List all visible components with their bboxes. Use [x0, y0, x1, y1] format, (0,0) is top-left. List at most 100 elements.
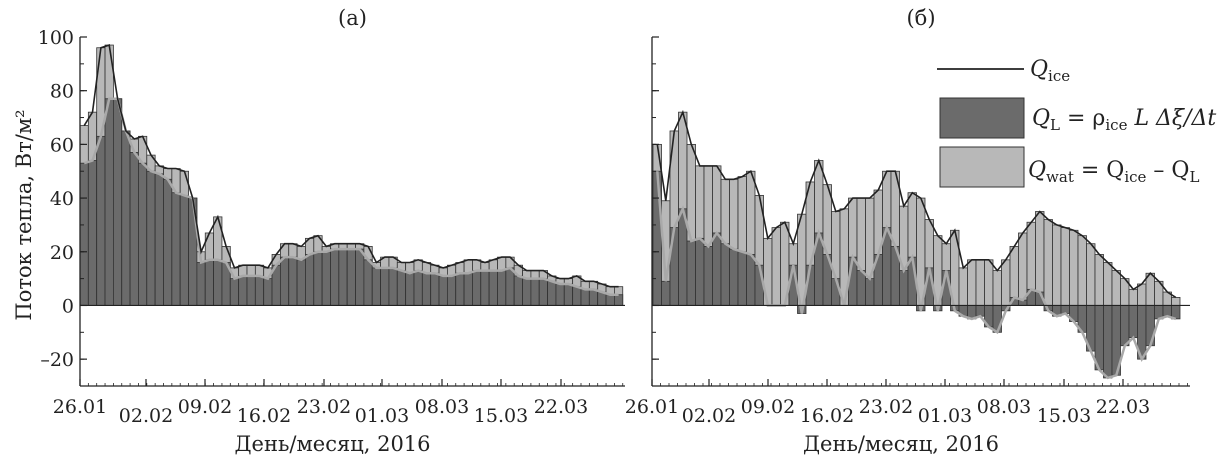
bar-ql [865, 278, 875, 306]
bar-ql [79, 162, 89, 306]
bar-ql [695, 237, 705, 306]
bar-qwat [1171, 297, 1181, 306]
series-line-qice [83, 44, 619, 288]
bar-ql [1103, 305, 1113, 379]
bar-ql [363, 259, 373, 306]
bar-ql [121, 130, 131, 306]
x-tick-label: 01.03 [918, 405, 972, 427]
y-tick-label: 20 [50, 242, 74, 264]
bar-ql [396, 270, 407, 306]
bar-ql [413, 270, 423, 306]
x-tick-label: 09.02 [741, 396, 795, 418]
y-tick-label: –20 [40, 349, 74, 371]
legend: Qice QL = ρice L Δξ/Δt Qwat = Qice – QL [937, 57, 1216, 188]
bar-ql [421, 272, 432, 306]
legend-label-qwat: Qwat = Qice – QL [1028, 158, 1199, 186]
bar-ql [463, 272, 473, 306]
bar-ql [438, 275, 448, 306]
bar-ql [1120, 305, 1130, 347]
x-tick-label: 08.03 [977, 396, 1031, 418]
panel-title: (а) [338, 6, 367, 30]
y-axis-title: Поток тепла, Вт/м² [12, 109, 36, 320]
bar-ql [652, 170, 662, 306]
panel-a: –20 0 20 40 60 80 100 26.01 02.02 09.02 16.02 23.02… [38, 6, 625, 456]
x-tick-label: 26.01 [53, 396, 107, 418]
bar-qwat [958, 267, 968, 306]
bar-ql [712, 232, 722, 306]
bar-ql [213, 259, 223, 306]
bar-qwat [1137, 283, 1147, 306]
series-line-qice [656, 109, 1177, 299]
bar-ql [720, 243, 730, 306]
x-tick-label: 02.02 [119, 405, 173, 427]
panel-b: 26.01 02.02 09.02 16.02 23.02 01.03 08.03 15.03… [625, 6, 1190, 456]
bar-qwat [1111, 270, 1121, 306]
bar-ql [263, 278, 273, 306]
bar-ql [661, 280, 671, 306]
series-line-ql [83, 97, 619, 296]
bar-qwat [1052, 224, 1062, 306]
bar-ql [729, 248, 739, 306]
bar-ql [296, 259, 306, 306]
bar-ql [430, 272, 440, 306]
bar-ql [605, 294, 615, 306]
bar-ql [238, 275, 248, 306]
bar-ql [313, 251, 323, 306]
y-tick-label: 100 [38, 27, 74, 49]
bar-ql [104, 98, 114, 306]
legend-swatch-ql [939, 97, 1025, 139]
x-axis-title: День/месяц, 2016 [803, 432, 999, 456]
bar-qwat [975, 259, 985, 306]
bar-ql [388, 267, 398, 306]
bar-ql [288, 256, 298, 306]
bar-qwat [1069, 229, 1079, 306]
bar-ql [686, 240, 696, 306]
bar-ql [305, 254, 315, 306]
bar-ql [547, 280, 557, 306]
bar-ql [899, 270, 909, 306]
bar-qwat [967, 259, 977, 306]
x-tick-label: 16.02 [800, 405, 854, 427]
bar-ql [87, 160, 98, 306]
bar-qwat [984, 259, 994, 306]
bar-ql [1128, 305, 1138, 339]
bar-ql [321, 251, 331, 306]
bar-ql [405, 272, 415, 306]
bar-ql [580, 288, 590, 306]
bar-ql [113, 98, 123, 306]
bar-ql [330, 248, 340, 306]
bar-ql [588, 288, 599, 306]
bar-ql [505, 267, 515, 306]
x-tick-label: 15.03 [1037, 405, 1091, 427]
bar-ql [246, 275, 256, 306]
x-tick-label: 15.03 [474, 405, 528, 427]
bar-ql [513, 275, 523, 306]
bar-ql [1162, 305, 1172, 317]
legend-label-ql: QL = ρice L Δξ/Δt [1032, 106, 1216, 134]
x-tick-label: 08.03 [415, 396, 469, 418]
bar-ql [572, 286, 582, 306]
bar-qwat [1001, 259, 1011, 306]
bar-ql [563, 283, 574, 306]
bar-ql [446, 275, 457, 306]
bar-ql [737, 251, 747, 306]
bar-qwat [771, 227, 781, 306]
bar-ql [522, 278, 532, 306]
bar-qwat [1094, 254, 1104, 306]
x-tick-label: 26.01 [625, 396, 679, 418]
bar-ql [975, 305, 985, 317]
bar-ql [355, 248, 365, 306]
bar-ql [154, 173, 164, 306]
bar-ql [229, 278, 240, 306]
bar-ql [129, 152, 139, 306]
x-tick-label: 01.03 [355, 405, 409, 427]
x-tick-label: 16.02 [237, 405, 291, 427]
bar-ql [455, 272, 465, 306]
bar-ql [371, 267, 382, 306]
bar-ql [279, 256, 290, 306]
bar-qwat [992, 270, 1002, 306]
bar-ql [138, 162, 148, 306]
bar-qwat [1043, 219, 1053, 306]
bar-qwat [1103, 262, 1113, 306]
bar-ql [171, 192, 181, 306]
